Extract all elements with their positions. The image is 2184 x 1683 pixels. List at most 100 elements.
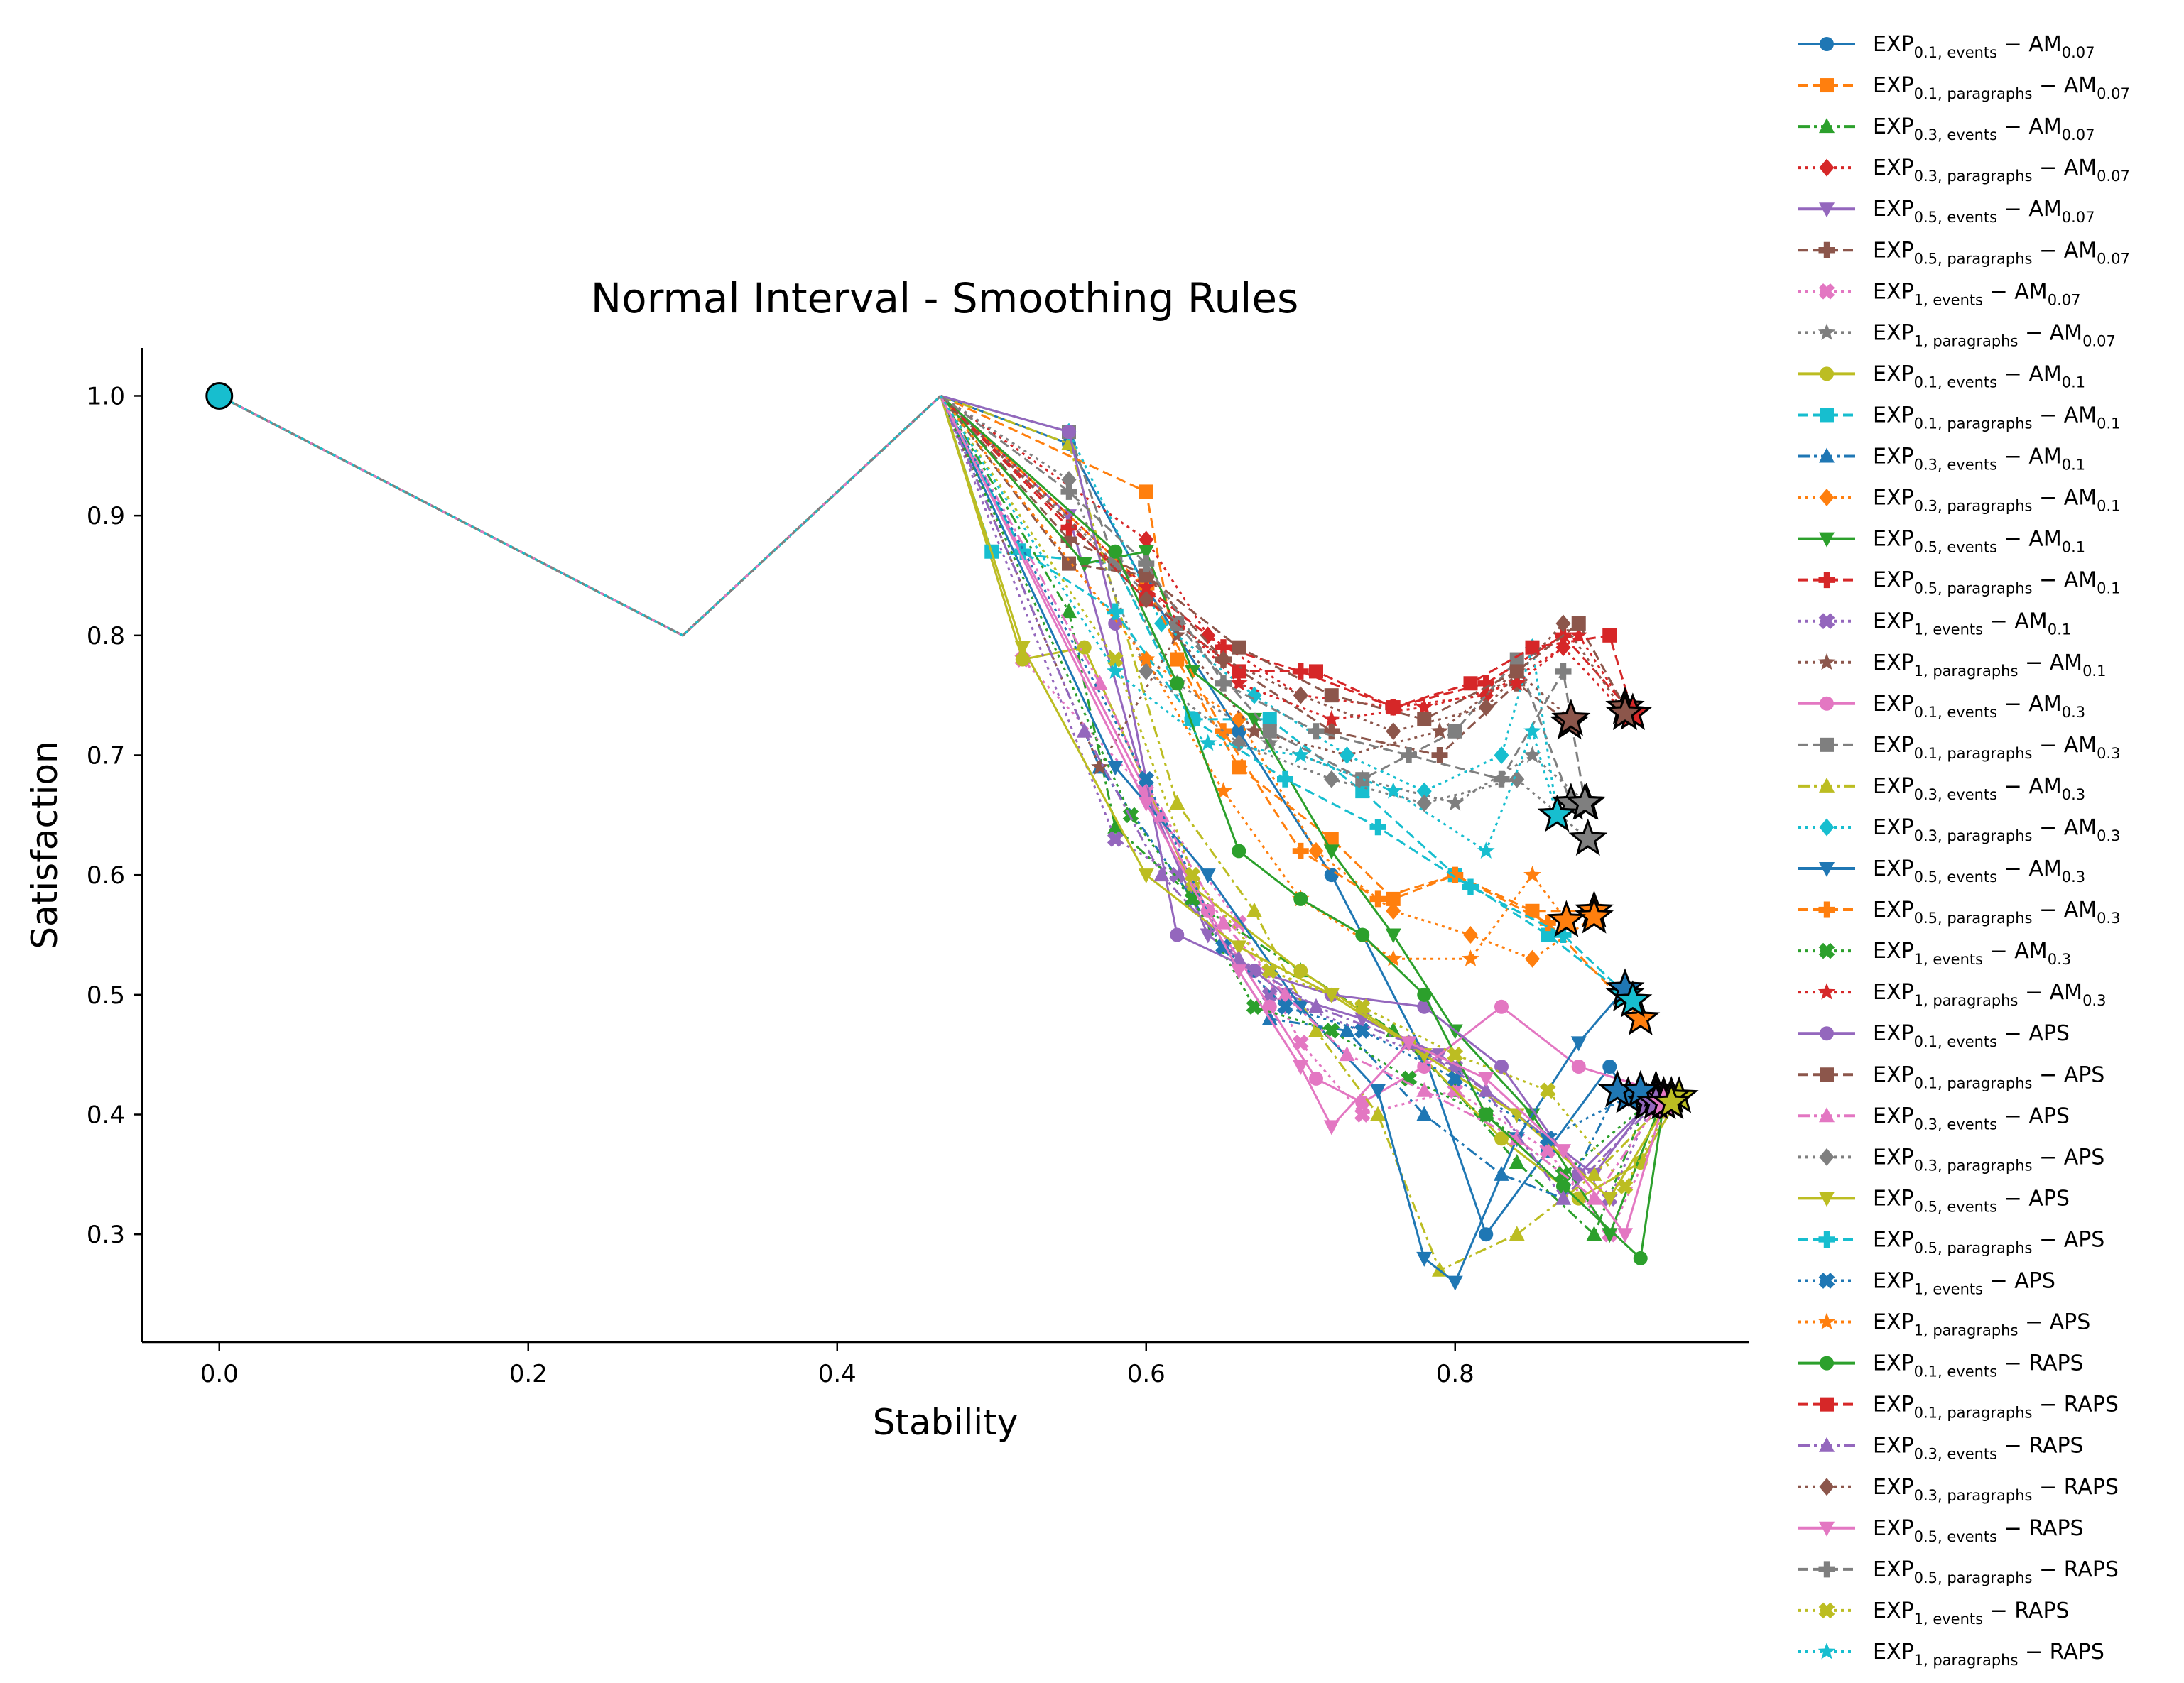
legend-entry: EXP1, events − AM0.3 <box>1798 939 2071 968</box>
data-point <box>1229 674 1248 691</box>
data-point <box>1541 927 1555 942</box>
legend-entry: EXP0.1, paragraphs − RAPS <box>1798 1393 2119 1422</box>
legend-label: EXP0.1, events − AM0.1 <box>1873 361 2085 391</box>
legend-entry: EXP0.3, paragraphs − APS <box>1798 1145 2104 1174</box>
data-point <box>1061 471 1077 489</box>
data-point <box>1231 950 1247 966</box>
legend-label: EXP0.5, events − AM0.3 <box>1873 856 2085 886</box>
data-point <box>1137 650 1156 668</box>
data-point <box>1169 794 1185 810</box>
legend-marker <box>1819 1107 1835 1123</box>
legend-label: EXP0.5, paragraphs − APS <box>1873 1227 2104 1256</box>
legend-entry: EXP0.1, events − AM0.3 <box>1798 692 2085 721</box>
data-point <box>1106 662 1124 679</box>
data-point <box>1463 676 1478 691</box>
series-line <box>940 395 1594 913</box>
legend-label: EXP0.1, events − AM0.3 <box>1873 692 2085 721</box>
data-point <box>1323 988 1340 1003</box>
legend-entry: EXP0.5, paragraphs − AM0.3 <box>1798 898 2121 927</box>
data-point <box>1494 746 1509 764</box>
data-point <box>1170 676 1185 691</box>
legend-marker <box>1820 1397 1834 1412</box>
data-point <box>1509 1130 1525 1145</box>
data-point <box>1479 1107 1494 1122</box>
final-point-star <box>1574 896 1614 934</box>
data-point <box>1170 927 1185 942</box>
y-tick-label: 1.0 <box>87 382 125 410</box>
legend-label: EXP1, paragraphs − AM0.1 <box>1873 650 2106 680</box>
x-tick-label: 0.2 <box>509 1360 548 1388</box>
legend-entry: EXP1, events − APS <box>1798 1269 2055 1298</box>
data-point <box>1447 1046 1464 1063</box>
series-line <box>940 395 1656 1104</box>
legend-label: EXP1, paragraphs − RAPS <box>1873 1640 2104 1669</box>
data-point <box>1138 868 1154 884</box>
data-point <box>1309 664 1323 679</box>
data-point <box>1523 866 1541 883</box>
data-point <box>1431 746 1448 763</box>
series-line <box>940 395 1626 721</box>
legend-entry: EXP1, paragraphs − APS <box>1798 1310 2090 1339</box>
legend-marker <box>1820 737 1834 752</box>
final-point-layer <box>205 381 1699 1120</box>
data-point <box>1107 603 1124 620</box>
legend-marker <box>1820 37 1834 51</box>
data-point <box>1153 806 1170 822</box>
y-tick-label: 0.6 <box>87 861 125 890</box>
data-point <box>1539 1082 1556 1099</box>
legend-marker <box>1818 942 1835 959</box>
data-point <box>1494 999 1509 1014</box>
legend-label: EXP1, events − AM0.3 <box>1873 939 2071 968</box>
data-point <box>1247 964 1261 979</box>
data-point <box>1107 761 1124 776</box>
series-line <box>940 395 1626 733</box>
data-point <box>1509 1226 1525 1241</box>
data-point <box>1139 568 1153 583</box>
legend-entry: EXP1, paragraphs − RAPS <box>1798 1640 2104 1669</box>
legend-marker <box>1818 283 1835 300</box>
data-point <box>1570 1036 1587 1052</box>
data-point <box>1108 616 1123 631</box>
legend-label: EXP0.3, paragraphs − AM0.3 <box>1873 815 2121 844</box>
legend-label: EXP0.1, events − AM0.07 <box>1873 32 2095 61</box>
final-point-star <box>1546 900 1586 937</box>
series-line <box>940 395 1595 960</box>
data-point <box>1184 866 1201 883</box>
legend-entry: EXP1, events − AM0.07 <box>1798 279 2080 308</box>
legend-label: EXP0.3, paragraphs − APS <box>1873 1145 2104 1174</box>
data-point <box>1277 770 1293 788</box>
data-point <box>1261 962 1278 979</box>
legend-label: EXP0.1, paragraphs − AM0.1 <box>1873 403 2121 432</box>
data-point <box>1370 1106 1386 1121</box>
legend-entry: EXP0.3, paragraphs − RAPS <box>1798 1475 2119 1504</box>
data-point <box>1571 616 1586 631</box>
data-point <box>1232 640 1246 655</box>
y-tick-label: 0.9 <box>87 502 125 530</box>
legend-marker <box>1820 1356 1834 1371</box>
series-start-line <box>219 395 942 637</box>
legend-label: EXP0.3, paragraphs − AM0.07 <box>1873 156 2130 185</box>
data-point <box>1416 1251 1433 1267</box>
legend-label: EXP1, events − AM0.07 <box>1873 279 2080 308</box>
y-ticks: 0.3 0.4 0.5 0.6 0.7 0.8 0.9 1.0 <box>87 382 142 1249</box>
legend-marker <box>1820 408 1834 423</box>
legend-entry: EXP0.1, events − RAPS <box>1798 1351 2084 1380</box>
legend-marker <box>1819 1437 1835 1452</box>
data-point <box>1602 628 1617 643</box>
data-point <box>1401 746 1417 763</box>
legend-marker <box>1819 158 1835 177</box>
legend-marker <box>1818 1602 1835 1619</box>
legend-entry: EXP0.5, events − AM0.07 <box>1798 197 2095 226</box>
data-point <box>1340 746 1354 764</box>
data-point <box>1417 987 1432 1002</box>
legend-marker <box>1819 1148 1835 1166</box>
data-point <box>1324 832 1339 846</box>
data-point <box>1262 724 1277 739</box>
series-layer <box>219 395 1687 1291</box>
data-point <box>1138 545 1154 560</box>
legend-label: EXP0.1, paragraphs − RAPS <box>1873 1393 2119 1422</box>
data-point <box>1509 664 1524 679</box>
x-tick-label: 0.8 <box>1436 1360 1474 1388</box>
data-point <box>1246 902 1262 917</box>
